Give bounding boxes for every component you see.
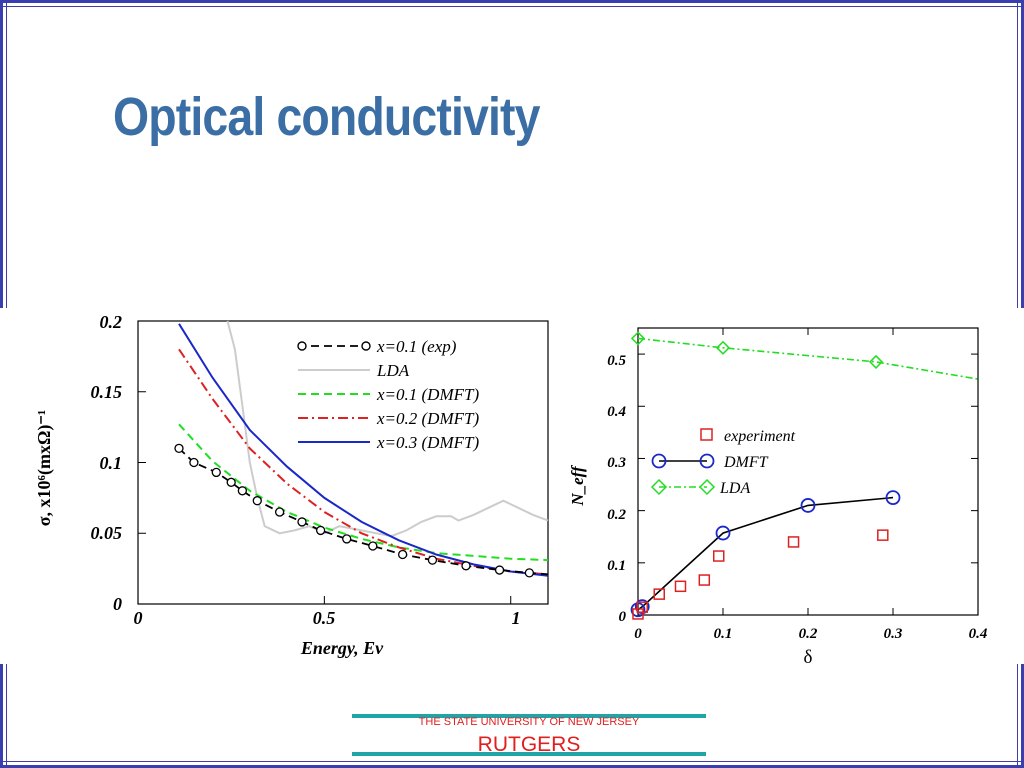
footer-line-bottom xyxy=(352,752,706,756)
right-ytick-0: 0 xyxy=(619,609,627,625)
legend-marker-lda-right xyxy=(650,478,668,496)
right-legend: experiment DMFT LDA xyxy=(650,428,796,497)
left-exp-point xyxy=(274,507,285,517)
left-exp-point xyxy=(397,549,408,560)
left-exp-point xyxy=(189,457,199,468)
slide-frame-top xyxy=(0,0,1024,3)
left-series-line xyxy=(178,423,549,562)
right-ytick-2: 0.2 xyxy=(607,507,626,523)
left-exp-point xyxy=(237,486,248,496)
left-series-line xyxy=(178,447,549,576)
right-experiment-point xyxy=(698,574,711,586)
right-ytick-4: 0.4 xyxy=(607,404,626,420)
legend-label-dmft: DMFT xyxy=(723,454,769,471)
legend-label-dmft01: x=0.1 (DMFT) xyxy=(376,385,479,404)
left-xtick-2: 1 xyxy=(512,608,521,628)
legend-label-dmft03: x=0.3 (DMFT) xyxy=(376,433,479,452)
right-dmft-point xyxy=(800,498,816,513)
left-exp-point xyxy=(174,443,184,454)
charts-svg: 0 0.5 1 0 0.05 0.1 0.15 0.2 Energy, Ev σ… xyxy=(34,312,988,668)
chart-panel: 0 0.5 1 0 0.05 0.1 0.15 0.2 Energy, Ev σ… xyxy=(0,308,1024,668)
left-series-line xyxy=(178,323,549,577)
legend-label-exp: x=0.1 (exp) xyxy=(376,337,457,356)
right-dmft-point xyxy=(885,490,901,505)
legend-label-lda-right: LDA xyxy=(719,480,750,497)
left-ytick-1: 0.05 xyxy=(91,523,123,543)
left-ytick-2: 0.1 xyxy=(100,453,123,473)
left-exp-point xyxy=(461,561,471,571)
left-exp-point xyxy=(211,467,221,478)
left-exp-point xyxy=(297,517,307,527)
right-ytick-5: 0.5 xyxy=(607,353,626,369)
left-ytick-0: 0 xyxy=(113,594,122,614)
footer-university: THE STATE UNIVERSITY OF NEW JERSEY xyxy=(418,716,640,728)
left-ticks xyxy=(137,320,512,605)
left-exp-point xyxy=(342,534,352,544)
footer-rutgers: RUTGERS xyxy=(477,733,581,756)
right-xtick-2: 0.2 xyxy=(799,626,818,642)
legend-marker-dmft-2 xyxy=(699,453,715,469)
right-lda-line xyxy=(637,337,979,380)
left-plot-frame xyxy=(137,320,549,605)
conductivity-chart: 0 0.5 1 0 0.05 0.1 0.15 0.2 Energy, Ev σ… xyxy=(34,312,549,658)
right-xlabel: δ xyxy=(804,647,813,664)
right-xtick-0: 0 xyxy=(634,626,642,642)
left-exp-point xyxy=(524,568,535,578)
left-exp-point xyxy=(494,565,505,575)
right-xtick-3: 0.3 xyxy=(884,626,903,642)
right-xtick-4: 0.4 xyxy=(969,626,988,642)
right-ytick-3: 0.3 xyxy=(607,455,626,471)
right-experiment-point xyxy=(636,601,648,613)
right-dmft-point xyxy=(715,525,731,541)
right-experiment-point xyxy=(787,536,800,548)
left-xtick-0: 0 xyxy=(134,608,143,628)
right-lda-point xyxy=(630,331,646,346)
right-ylabel: N_eff xyxy=(568,464,587,507)
legend-marker-dmft xyxy=(651,453,667,469)
left-legend: x=0.1 (exp) LDA x=0.1 (DMFT) x=0.2 (DMFT… xyxy=(297,337,479,452)
right-experiment-point xyxy=(653,588,665,600)
slide-frame-top-inner xyxy=(0,6,1024,7)
right-series xyxy=(630,331,979,620)
left-exp-point xyxy=(226,477,236,487)
legend-marker-lda-right-2 xyxy=(698,478,716,496)
right-xtick-1: 0.1 xyxy=(714,626,733,642)
left-ytick-4: 0.2 xyxy=(100,312,123,332)
right-experiment-point xyxy=(713,550,725,562)
slide-frame-bottom-inner xyxy=(0,761,1024,762)
left-exp-point xyxy=(368,541,378,551)
right-ytick-1: 0.1 xyxy=(607,558,626,574)
legend-marker-experiment xyxy=(700,428,713,441)
footer-line-top xyxy=(352,714,706,718)
left-series xyxy=(174,320,549,578)
right-lda-point xyxy=(868,354,884,369)
left-exp-point xyxy=(315,525,326,536)
neff-chart: 0 0.1 0.2 0.3 0.4 0 0.1 0.2 0.3 0.4 0.5 … xyxy=(568,327,988,668)
right-experiment-point xyxy=(674,580,687,593)
legend-label-dmft02: x=0.2 (DMFT) xyxy=(376,409,479,428)
right-experiment-point xyxy=(877,529,889,541)
left-exp-point xyxy=(427,555,438,565)
left-xlabel: Energy, Ev xyxy=(300,638,384,658)
left-ytick-3: 0.15 xyxy=(91,382,123,402)
legend-marker-exp xyxy=(297,341,307,351)
legend-label-lda: LDA xyxy=(376,361,410,380)
left-ylabel: σ, x10⁶(mxΩ)⁻¹ xyxy=(34,410,55,526)
left-xtick-1: 0.5 xyxy=(313,608,336,628)
right-dmft-line xyxy=(637,496,894,611)
right-lda-point xyxy=(715,340,731,355)
left-exp-point xyxy=(252,496,262,506)
slide-frame-bottom xyxy=(0,765,1024,768)
slide-title: Optical conductivity xyxy=(113,87,541,147)
legend-marker-exp-2 xyxy=(361,341,371,351)
left-series-line xyxy=(178,348,549,576)
legend-label-experiment: experiment xyxy=(724,428,796,445)
